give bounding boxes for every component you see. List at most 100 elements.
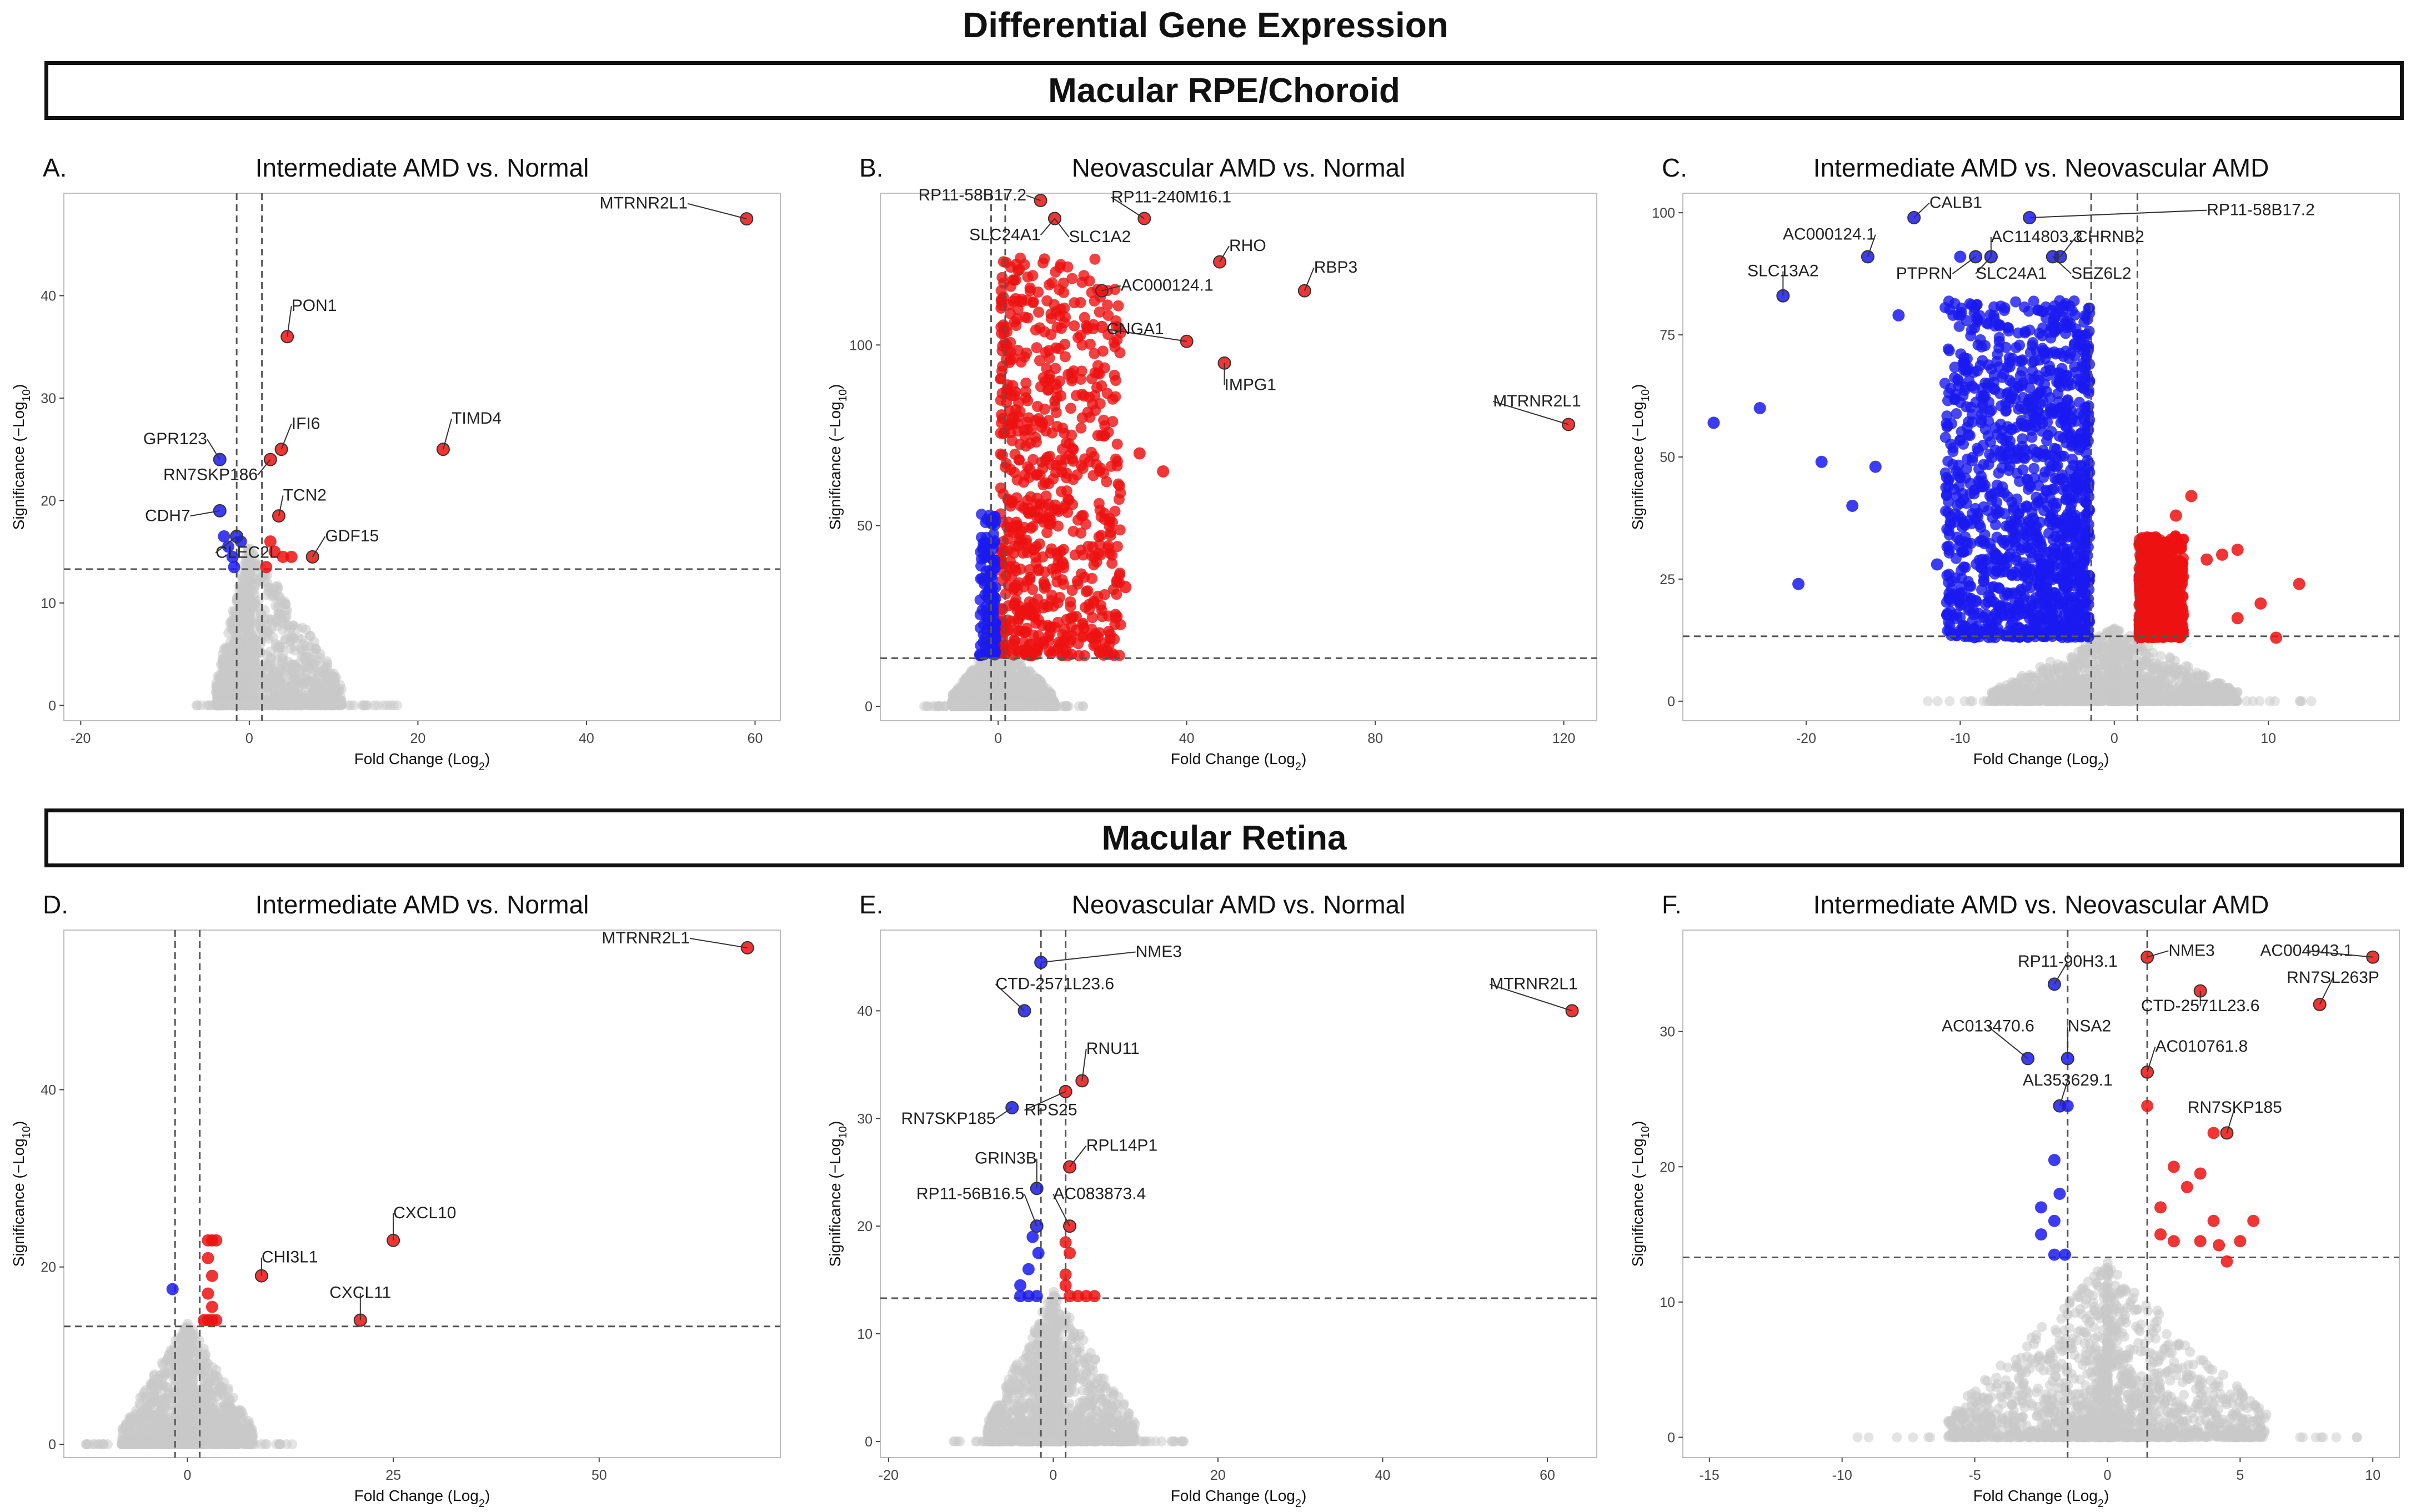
point-nonsignificant	[1025, 692, 1036, 703]
y-tick-label: 100	[849, 338, 873, 353]
point-nonsignificant	[993, 671, 1003, 682]
point-upregulated	[1045, 308, 1057, 320]
point-upregulated	[998, 319, 1009, 331]
point-upregulated	[1012, 304, 1024, 315]
point-upregulated	[1099, 420, 1111, 431]
x-tick-label: -20	[1796, 731, 1816, 746]
point-upregulated	[1090, 633, 1101, 645]
point-nonsignificant	[1039, 701, 1049, 711]
label-leader-line	[1054, 218, 1070, 238]
point-upregulated	[1076, 365, 1087, 377]
point-nonsignificant	[274, 642, 285, 652]
point-nonsignificant	[1056, 701, 1067, 711]
point-upregulated	[1066, 273, 1078, 284]
point-nonsignificant	[392, 700, 403, 711]
point-upregulated	[1046, 543, 1057, 555]
point-upregulated	[1094, 539, 1105, 551]
label-leader-line	[1101, 285, 1121, 292]
labeled-point-outline	[230, 529, 244, 543]
point-upregulated	[1000, 257, 1012, 268]
point-nonsignificant	[224, 655, 235, 665]
point-upregulated	[1009, 449, 1021, 460]
point-upregulated	[1099, 362, 1110, 374]
point-nonsignificant	[235, 666, 245, 676]
point-nonsignificant	[980, 665, 990, 675]
point-nonsignificant	[239, 588, 249, 599]
point-upregulated	[1066, 585, 1078, 596]
point-upregulated	[1022, 506, 1034, 518]
label-leader-line	[1026, 195, 1041, 201]
point-upregulated	[1094, 306, 1105, 318]
point-upregulated	[995, 448, 1006, 460]
point-upregulated	[1055, 323, 1067, 334]
gene-label: AC000124.1	[1121, 277, 1214, 295]
point-nonsignificant	[263, 634, 274, 644]
point-nonsignificant	[288, 620, 299, 631]
point-upregulated	[1012, 613, 1024, 625]
point-upregulated	[1039, 582, 1050, 594]
label-leader-line	[1492, 400, 1569, 425]
y-tick-label: 30	[41, 391, 56, 406]
point-nonsignificant	[293, 682, 304, 693]
gene-label: MTRNR2L1	[1493, 392, 1581, 410]
point-nonsignificant	[273, 700, 283, 711]
labeled-point-outline	[280, 330, 294, 344]
point-upregulated	[1067, 499, 1079, 510]
volcano-plot-1: A. Intermediate AMD vs. Normal-20 0 20 40 600…	[10, 153, 781, 773]
labeled-point-outline	[740, 212, 754, 226]
label-leader-line	[687, 203, 747, 220]
x-tick-label: 40	[579, 731, 594, 746]
point-upregulated	[1009, 466, 1020, 478]
point-upregulated	[1080, 601, 1091, 613]
point-nonsignificant	[249, 585, 259, 595]
point-upregulated	[1032, 401, 1044, 413]
labeled-point-outline	[1180, 334, 1194, 348]
point-nonsignificant	[312, 700, 322, 711]
point-upregulated	[1111, 541, 1123, 552]
point-upregulated	[1082, 540, 1094, 552]
point-upregulated	[1017, 547, 1029, 559]
point-nonsignificant	[244, 672, 254, 682]
point-upregulated	[1039, 326, 1050, 338]
labeled-point-outline	[1034, 194, 1047, 208]
point-upregulated	[1097, 345, 1109, 357]
point-upregulated	[1040, 490, 1052, 502]
x-tick-label: -10	[1950, 731, 1970, 746]
point-downregulated	[218, 530, 230, 542]
point-downregulated	[226, 550, 239, 563]
point-upregulated	[1008, 599, 1020, 610]
point-upregulated	[1094, 398, 1106, 410]
point-upregulated	[998, 488, 1009, 500]
point-upregulated	[1065, 596, 1076, 607]
point-upregulated	[1110, 320, 1122, 332]
label-leader-line	[1040, 218, 1055, 236]
point-upregulated	[1076, 277, 1088, 288]
point-nonsignificant	[298, 665, 309, 676]
label-leader-line	[287, 305, 292, 337]
label-leader-line	[442, 418, 453, 450]
point-nonsignificant	[267, 681, 277, 691]
point-upregulated	[1027, 454, 1039, 465]
point-upregulated	[1073, 650, 1085, 661]
point-upregulated	[1105, 526, 1116, 538]
point-upregulated	[1057, 544, 1069, 555]
point-upregulated	[1020, 392, 1031, 404]
point-upregulated	[1027, 521, 1039, 533]
point-upregulated	[1094, 647, 1105, 659]
point-nonsignificant	[302, 675, 313, 686]
point-upregulated	[1013, 295, 1025, 307]
x-tick-label: 0	[2111, 731, 2118, 746]
x-tick-label: 10	[2260, 731, 2276, 746]
panel-title: Intermediate AMD vs. Normal	[255, 153, 589, 182]
y-axis-label: Significance (−Log10)	[826, 384, 849, 530]
labeled-point-outline	[1562, 418, 1576, 431]
point-nonsignificant	[251, 700, 262, 711]
labeled-point-outline	[213, 453, 227, 466]
point-nonsignificant	[270, 617, 281, 627]
point-nonsignificant	[976, 701, 987, 711]
point-nonsignificant	[991, 687, 1002, 697]
panel-letter: C.	[1662, 153, 1687, 182]
point-upregulated	[1061, 468, 1072, 479]
point-upregulated	[1067, 611, 1079, 622]
point-upregulated	[1075, 568, 1087, 580]
